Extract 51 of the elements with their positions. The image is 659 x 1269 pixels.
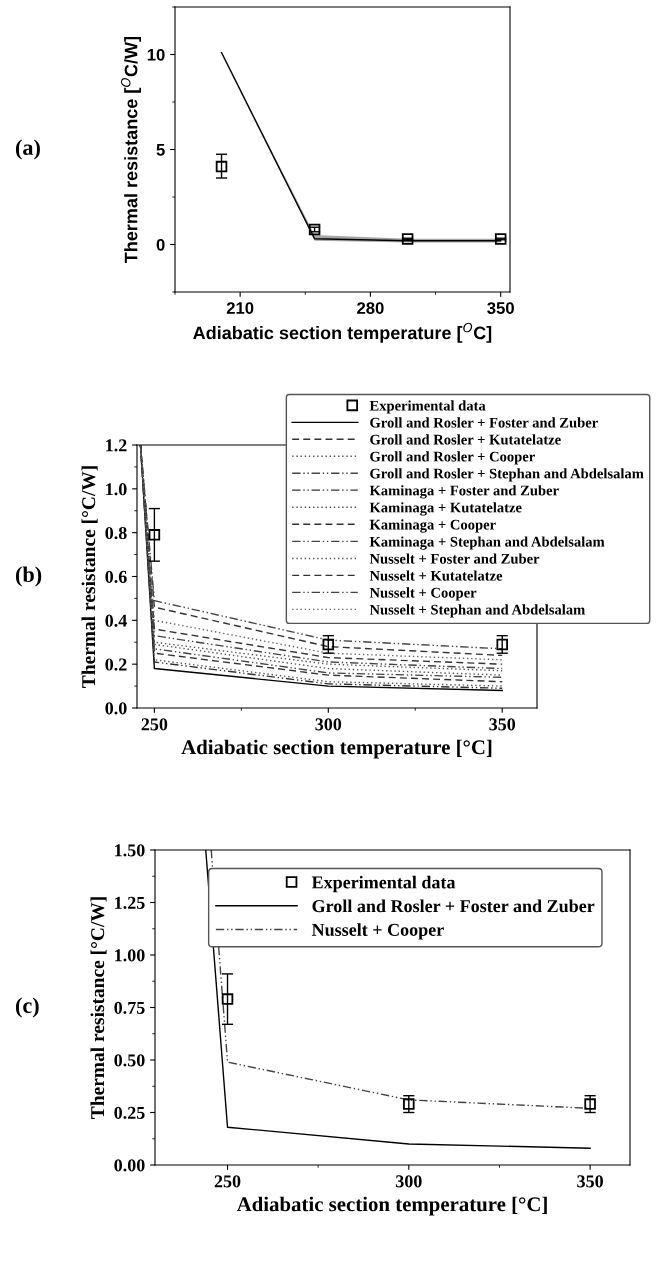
y-tick-label: 10 bbox=[147, 48, 165, 61]
y-tick-label: 0.4 bbox=[105, 614, 127, 627]
x-tick-label: 350 bbox=[489, 718, 516, 731]
x-tick-label: 350 bbox=[487, 302, 514, 314]
legend-label: Groll and Rosler + Kutatelatze bbox=[370, 434, 561, 445]
legend-label: Nusselt + Cooper bbox=[369, 587, 477, 601]
y-axis-title: Thermal resistance [°C/W] bbox=[81, 466, 98, 688]
legend-label: Kaminaga + Kutatelatze bbox=[369, 502, 522, 516]
y-tick-label: 0.50 bbox=[114, 1054, 145, 1067]
legend-label: Kaminaga + Foster and Zuber bbox=[369, 485, 559, 499]
legend-label: Groll and Rosler + Cooper bbox=[370, 451, 535, 465]
y-tick-label: 0.8 bbox=[105, 526, 127, 540]
x-tick-label: 210 bbox=[226, 302, 254, 314]
y-tick-label: 1.50 bbox=[115, 844, 145, 857]
x-tick-label: 250 bbox=[214, 1175, 241, 1188]
legend-label: Nusselt + Cooper bbox=[311, 923, 444, 940]
y-tick-label: 5 bbox=[156, 144, 165, 156]
text: (c) bbox=[15, 997, 39, 1018]
legend-label: Groll and Rosler + Stephan and Abdelsalam bbox=[370, 468, 644, 482]
y-tick-label: 1.00 bbox=[115, 949, 145, 962]
x-tick-label: 280 bbox=[357, 302, 384, 314]
legend-label: Experimental data bbox=[311, 875, 456, 893]
legend-label: Kaminaga + Stephan and Abdelsalam bbox=[369, 536, 605, 550]
x-axis-title: Adiabatic section temperature [°C] bbox=[181, 739, 492, 759]
y-axis-title: Thermal resistance [°C/W] bbox=[90, 897, 107, 1119]
y-tick-label: 0.0 bbox=[105, 702, 127, 715]
legend-label: Nusselt + Foster and Zuber bbox=[369, 553, 540, 564]
text: (b) bbox=[15, 566, 42, 587]
y-tick-label: 1.0 bbox=[106, 483, 127, 496]
x-tick-label: 300 bbox=[315, 718, 342, 731]
legend-label: Kaminaga + Cooper bbox=[369, 519, 496, 533]
y-axis-title: Thermal resistance [$^{O}$C/W] bbox=[120, 36, 141, 264]
y-tick-label: 0.6 bbox=[105, 570, 127, 584]
legend-label: Groll and Rosler + Foster and Zuber bbox=[312, 899, 595, 913]
legend-label: Experimental data bbox=[369, 400, 486, 414]
y-tick-label: 1.25 bbox=[115, 896, 145, 910]
y-tick-label: 0 bbox=[156, 238, 165, 251]
x-tick-label: 250 bbox=[141, 718, 168, 731]
x-axis-title: Adiabatic section temperature [$^{O}$C] bbox=[193, 322, 492, 343]
legend-label: Nusselt + Kutatelatze bbox=[369, 570, 503, 581]
y-tick-label: 0.75 bbox=[114, 1001, 145, 1015]
x-tick-label: 350 bbox=[577, 1175, 603, 1188]
legend-label: Groll and Rosler + Foster and Zuber bbox=[370, 417, 598, 428]
y-tick-label: 0.00 bbox=[114, 1159, 145, 1172]
x-axis-title: Adiabatic section temperature [°C] bbox=[236, 1196, 547, 1216]
y-tick-label: 0.25 bbox=[114, 1106, 145, 1120]
text: (a) bbox=[15, 139, 40, 160]
y-tick-label: 0.2 bbox=[105, 658, 127, 671]
legend-label: Nusselt + Stephan and Abdelsalam bbox=[369, 604, 585, 618]
y-tick-label: 1.2 bbox=[106, 439, 127, 452]
x-tick-label: 300 bbox=[395, 1175, 422, 1188]
